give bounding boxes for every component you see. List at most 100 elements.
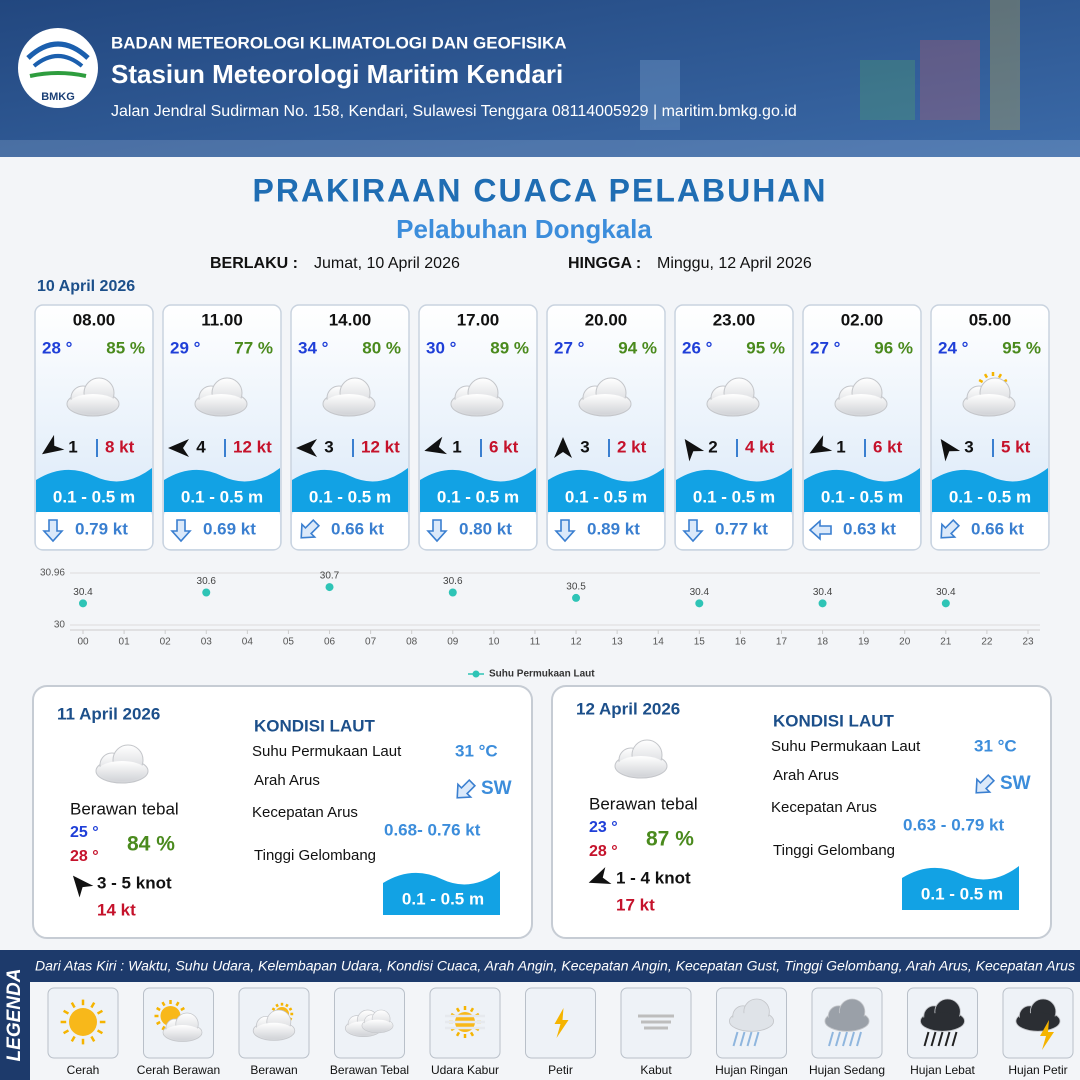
humidity: 87 % — [646, 828, 694, 851]
sun-ray — [983, 373, 989, 379]
cloud-icon — [450, 377, 504, 417]
rain-drop — [746, 1031, 753, 1047]
card-bottom — [676, 510, 792, 549]
address: Jalan Jendral Sudirman No. 158, Kendari,… — [111, 103, 797, 120]
sun-ray — [90, 1035, 96, 1043]
x-tick-label: 08 — [406, 637, 418, 648]
humidity: 77 % — [234, 338, 273, 357]
humidity: 96 % — [874, 338, 913, 357]
legend-label: Suhu Permukaan Laut — [489, 669, 595, 680]
x-tick-label: 13 — [612, 637, 624, 648]
x-tick-label: 23 — [1022, 637, 1034, 648]
gust: 17 kt — [616, 895, 655, 914]
wave-shape — [548, 468, 664, 512]
wind-arrow — [588, 867, 612, 885]
card-bottom — [164, 510, 280, 549]
rain-drop — [849, 1031, 855, 1047]
wind-arrow — [424, 436, 447, 455]
wave-shape — [292, 468, 408, 512]
rain-drop — [753, 1031, 760, 1047]
x-tick-label: 21 — [940, 637, 952, 648]
wave-shape — [383, 871, 500, 915]
current-speed: 0.63 - 0.79 kt — [903, 815, 1004, 834]
sun-ray — [62, 1009, 70, 1015]
rain-drop — [923, 1031, 930, 1047]
sun-ray — [997, 373, 1003, 379]
rain-drop — [835, 1031, 841, 1047]
current-arrow — [456, 778, 477, 799]
wind-speed: 3 — [580, 437, 589, 456]
data-label: 30.4 — [690, 587, 710, 598]
current-dir: SW — [481, 778, 512, 799]
wave-height: 0.1 - 0.5 m — [181, 487, 263, 506]
humidity: 95 % — [1002, 338, 1041, 357]
time: 08.00 — [73, 310, 116, 329]
legend-item: Hujan Ringan — [715, 1063, 788, 1077]
cloud-icon — [962, 377, 1016, 417]
wave-height: 0.1 - 0.5 m — [821, 487, 903, 506]
x-tick-label: 20 — [899, 637, 911, 648]
rain-drop — [828, 1031, 834, 1047]
cloud-part — [581, 394, 629, 414]
wind-arrow — [72, 875, 94, 898]
legend-item: Kabut — [640, 1063, 672, 1077]
data-point — [572, 593, 581, 602]
time: 05.00 — [969, 310, 1012, 329]
gust: 14 kt — [97, 900, 136, 919]
day-date: 10 April 2026 — [37, 278, 135, 295]
sun-ray — [161, 1025, 166, 1031]
data-point — [325, 583, 334, 592]
gust: 5 kt — [1001, 437, 1031, 456]
legend-item: Cerah Berawan — [137, 1063, 220, 1077]
sun-ray — [180, 1006, 185, 1012]
humidity: 89 % — [490, 338, 529, 357]
sea-label: Tinggi Gelombang — [773, 842, 895, 859]
x-tick-label: 10 — [488, 637, 500, 648]
cloud-part — [325, 394, 373, 414]
sun-ray — [469, 1031, 475, 1037]
sun-icon — [60, 999, 106, 1045]
data-point — [79, 599, 87, 608]
data-label: 30.4 — [936, 587, 956, 598]
sea-title: KONDISI LAUT — [773, 711, 895, 730]
temperature: 27 ° — [810, 338, 841, 357]
condition: Berawan tebal — [70, 799, 179, 818]
temp-max: 28 ° — [589, 843, 618, 860]
data-point — [448, 588, 457, 597]
legend-bar — [30, 950, 1080, 982]
cloud-part — [363, 1019, 392, 1032]
wave-height: 0.1 - 0.5 m — [437, 487, 519, 506]
sun-ray — [156, 1006, 161, 1012]
cloud-part — [69, 394, 117, 414]
legend-item: Cerah — [67, 1063, 100, 1077]
cloud-icon — [1015, 998, 1061, 1032]
sun-ray — [96, 1029, 104, 1035]
sun-ray — [978, 378, 984, 384]
data-label: 30.6 — [443, 576, 463, 587]
cloud-part — [709, 394, 757, 414]
sea-label: Kecepatan Arus — [771, 799, 877, 816]
legend-item: Berawan — [250, 1063, 297, 1077]
current-speed: 0.77 kt — [715, 519, 768, 538]
data-point — [695, 599, 704, 608]
x-tick-label: 00 — [77, 637, 89, 648]
data-label: 30.6 — [197, 576, 217, 587]
wave-height: 0.1 - 0.5 m — [693, 487, 775, 506]
current-speed: 0.63 kt — [843, 519, 896, 538]
cloud-part — [731, 1012, 772, 1030]
cloud-part — [164, 1025, 201, 1040]
x-tick-label: 05 — [283, 637, 295, 648]
subtitle: Pelabuhan Dongkala — [396, 214, 652, 244]
sea-label: Arah Arus — [773, 767, 839, 784]
gust: 6 kt — [489, 437, 519, 456]
x-tick-label: 02 — [160, 637, 172, 648]
temp-min: 25 ° — [70, 824, 99, 841]
wind-arrow — [554, 437, 572, 458]
cloud-icon — [66, 377, 120, 417]
data-label: 30.4 — [73, 587, 93, 598]
cloud-icon — [834, 377, 888, 417]
cloud-part — [826, 1012, 868, 1030]
y-tick-label: 30 — [54, 620, 66, 631]
rain-drop — [944, 1031, 951, 1047]
legend-item: Petir — [548, 1063, 573, 1077]
